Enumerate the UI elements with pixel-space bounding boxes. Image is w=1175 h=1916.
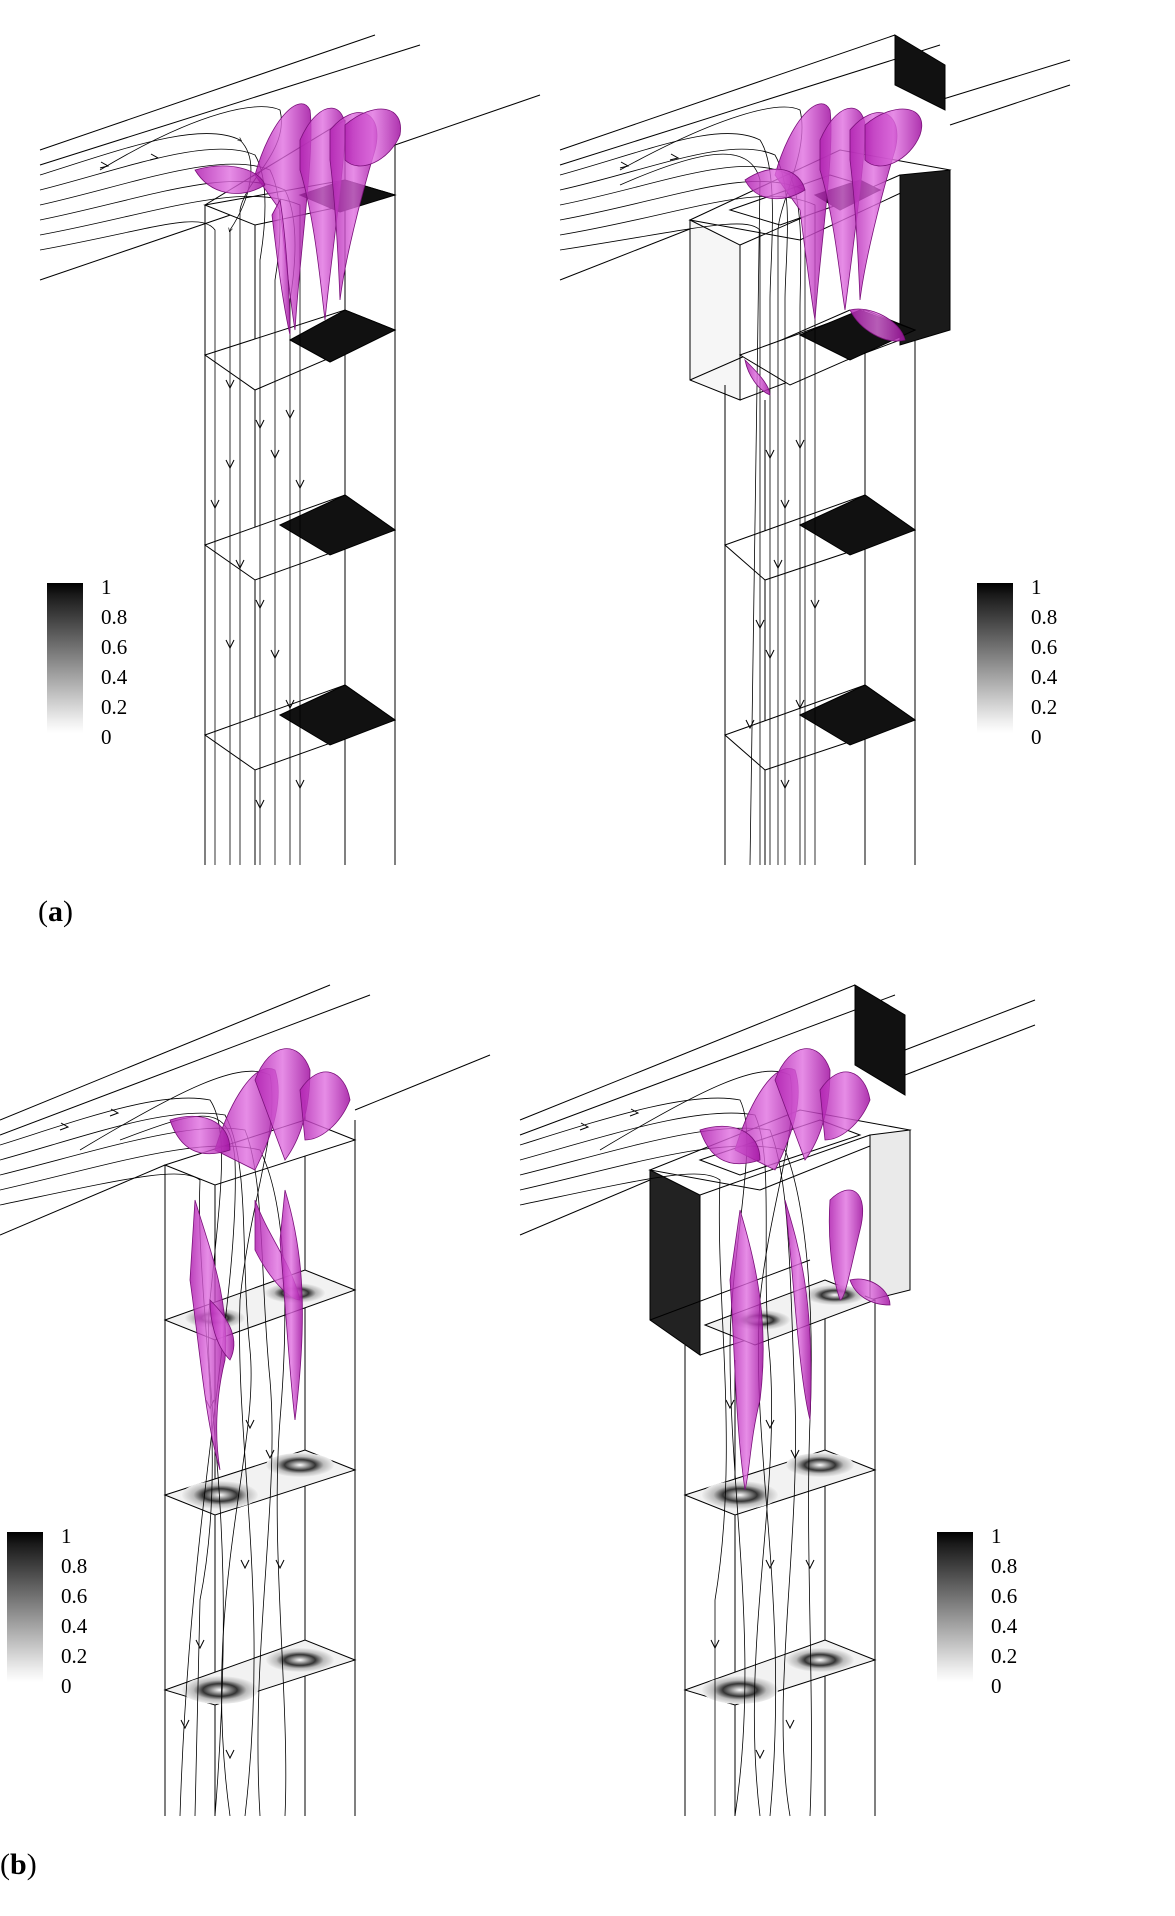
vortex-isosurface (699, 1048, 891, 1491)
vortex-isosurface (744, 103, 923, 396)
colorbar-tick: 0.4 (1031, 665, 1058, 689)
colorbar-tick: 0.8 (61, 1554, 88, 1578)
colorbar-tick: 0 (1031, 725, 1042, 749)
obstacle-block (899, 169, 951, 346)
colorbar: 1 0.8 0.6 0.4 0.2 0 (977, 577, 1107, 749)
colorbar-tick: 0 (991, 1674, 1002, 1698)
colorbar-tick: 0 (101, 725, 112, 749)
colorbar-tick: 1 (1031, 575, 1042, 599)
flow-arrows (579, 1108, 815, 1760)
colorbar-tick: 0.6 (1031, 635, 1058, 659)
panel-label-b: (b) (0, 1848, 37, 1881)
colorbar-gradient (47, 583, 83, 733)
colorbar-tick: 0.6 (61, 1584, 88, 1608)
panel-a-right (559, 34, 1071, 866)
panel-b-right (519, 984, 1036, 1817)
flow-arrows (619, 153, 820, 790)
colorbar-tick: 0.2 (101, 695, 128, 719)
colorbar-tick: 0.6 (991, 1584, 1018, 1608)
obstacle-block (854, 984, 906, 1096)
obstacle-block (649, 1169, 701, 1356)
colorbar-tick: 0.4 (991, 1614, 1018, 1638)
colorbar-tick: 0.2 (991, 1644, 1018, 1668)
colorbar-gradient (977, 583, 1013, 733)
colorbar-tick: 0.8 (991, 1554, 1018, 1578)
colorbar-tick: 0.6 (101, 635, 128, 659)
colorbar-tick: 0.8 (101, 605, 128, 629)
flow-arrows (99, 153, 305, 810)
colorbar-tick: 1 (991, 1524, 1002, 1548)
obstacle-block (894, 34, 946, 111)
vortex-isosurface (194, 103, 401, 336)
panel-a-left (39, 34, 541, 865)
streamlines (519, 1070, 812, 1817)
colorbar-tick: 1 (101, 575, 112, 599)
vortex-isosurface (169, 1048, 351, 1471)
colorbar-tick: 1 (61, 1524, 72, 1548)
colorbar: 1 0.8 0.6 0.4 0.2 0 (937, 1526, 1067, 1698)
panel-b-left (0, 984, 491, 1817)
colorbar-tick: 0.8 (1031, 605, 1058, 629)
colorbar: 1 0.8 0.6 0.4 0.2 0 (47, 577, 177, 749)
colorbar-tick: 0.4 (61, 1614, 88, 1638)
panel-label-a: (a) (38, 895, 73, 928)
colorbar-tick: 0.2 (61, 1644, 88, 1668)
colorbar: 1 0.8 0.6 0.4 0.2 0 (7, 1526, 137, 1698)
colorbar-gradient (7, 1532, 43, 1682)
colorbar-tick: 0.4 (101, 665, 128, 689)
colorbar-tick: 0.2 (1031, 695, 1058, 719)
streamlines (0, 1070, 287, 1817)
colorbar-tick: 0 (61, 1674, 72, 1698)
colorbar-gradient (937, 1532, 973, 1682)
